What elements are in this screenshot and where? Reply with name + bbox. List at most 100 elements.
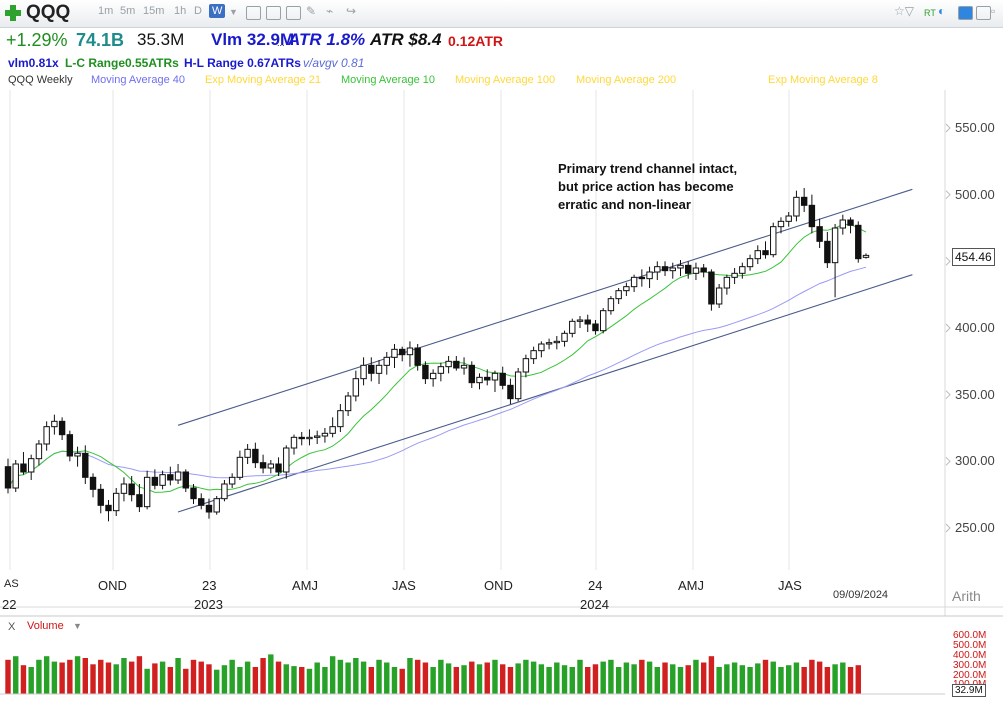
legend-ma100[interactable]: Moving Average 100: [455, 74, 556, 86]
candle-body: [800, 196, 808, 206]
volume-bar: [530, 661, 537, 694]
candle-body: [66, 434, 74, 457]
social-icon[interactable]: [958, 6, 973, 20]
candle-body: [368, 364, 375, 374]
candle-body: [352, 378, 360, 397]
scale-mode[interactable]: Arith: [952, 588, 981, 604]
legend-ma200[interactable]: Moving Average 200: [576, 74, 677, 86]
vol-axis-200: 200.0M: [953, 670, 987, 681]
candle-body: [35, 443, 43, 460]
candle-body: [221, 483, 228, 500]
candle-body: [484, 376, 491, 381]
volume-bar: [546, 667, 552, 694]
candle-body: [685, 264, 692, 274]
volume-bar: [585, 667, 591, 694]
candle-body: [321, 432, 329, 437]
change-percent: +1.29%: [6, 30, 68, 50]
volume-bar: [322, 667, 328, 694]
candle-body: [599, 310, 607, 332]
star-icon[interactable]: ☆▽: [894, 4, 914, 18]
y-tick-mark: [945, 456, 951, 466]
chart-type-icon[interactable]: [246, 6, 261, 20]
date-stamp: 09/09/2024: [833, 589, 889, 601]
volume-bar: [329, 656, 336, 694]
candle-body: [785, 215, 792, 222]
interval-dropdown-icon[interactable]: ▼: [229, 7, 238, 17]
legend-ma10[interactable]: Moving Average 10: [341, 74, 435, 86]
candle-body: [499, 372, 506, 386]
add-symbol-icon[interactable]: [4, 4, 22, 22]
legend-ema21[interactable]: Exp Moving Average 21: [205, 74, 321, 86]
legend-ma40[interactable]: Moving Average 40: [91, 74, 185, 86]
share-icon[interactable]: ↪: [346, 4, 357, 18]
volume-bar: [121, 658, 127, 694]
candle-body: [244, 448, 251, 458]
save-icon[interactable]: [976, 6, 991, 20]
compare-icon[interactable]: [286, 6, 301, 20]
volume-bar: [407, 658, 413, 694]
legend-ema8[interactable]: Exp Moving Average 8: [768, 74, 878, 86]
candle-body: [399, 348, 406, 356]
alert-icon[interactable]: ◐: [938, 4, 946, 18]
volume-bar: [523, 659, 529, 694]
volume-bar: [824, 667, 831, 694]
bar-style-icon[interactable]: [266, 6, 281, 20]
candle-body: [453, 360, 460, 369]
candle-body: [839, 219, 847, 229]
interval-weekly[interactable]: W: [209, 4, 226, 18]
candle-body: [391, 348, 398, 358]
rt-icon[interactable]: RT: [924, 8, 936, 18]
volume-bar: [755, 663, 761, 694]
market-cap: 74.1B: [76, 30, 125, 50]
draw-pencil-icon[interactable]: ✎: [306, 4, 317, 18]
volume-bar: [314, 662, 320, 694]
volume-bar: [391, 667, 398, 694]
candle-body: [638, 276, 646, 280]
volume-bar: [461, 665, 467, 694]
volume-bar: [229, 659, 235, 694]
volume-bar: [5, 659, 11, 694]
volume-bar: [639, 659, 645, 694]
volume-bar: [51, 661, 58, 694]
interval-1h[interactable]: 1h: [174, 5, 187, 17]
candle-body: [128, 483, 135, 496]
volume-bar: [561, 665, 568, 694]
candle-body: [476, 376, 483, 384]
x-label-23: 23: [202, 578, 217, 593]
candle-body: [213, 498, 220, 513]
symbol-input[interactable]: QQQ: [26, 2, 71, 23]
window-icon[interactable]: ▫: [991, 4, 996, 18]
volume-bar: [345, 662, 351, 694]
volume-bar: [793, 662, 800, 694]
volume-bar: [615, 667, 622, 694]
trend-annotation: Primary trend channel intact, but price …: [558, 161, 738, 212]
ma10-line: [7, 223, 867, 493]
volume-label[interactable]: Volume: [27, 620, 64, 632]
candle-body: [120, 483, 128, 494]
candle-body: [669, 267, 676, 272]
volume-bar: [670, 664, 676, 694]
interval-15m[interactable]: 15m: [143, 5, 165, 17]
volume-bar: [159, 661, 166, 694]
volume-bar: [13, 656, 19, 694]
volume-bar: [299, 667, 305, 694]
interval-daily[interactable]: D: [194, 5, 202, 17]
candle-body: [630, 276, 638, 288]
close-volume-icon[interactable]: X: [8, 621, 16, 633]
volume-bar: [268, 654, 274, 694]
candle-body: [27, 458, 35, 473]
volume-bar: [453, 667, 460, 694]
volume-dropdown-icon[interactable]: ▼: [73, 621, 82, 631]
candle-body: [136, 494, 143, 508]
candle-body: [824, 240, 831, 264]
volume-bar: [801, 667, 807, 694]
candle-body: [723, 276, 731, 289]
volume-bar: [98, 659, 104, 694]
vol-axis-400: 400.0M: [953, 650, 987, 661]
annotate-icon[interactable]: ⌁: [326, 4, 334, 18]
interval-5m[interactable]: 5m: [120, 5, 136, 17]
candle-body: [151, 476, 159, 486]
volume-bar: [368, 667, 375, 694]
interval-1m[interactable]: 1m: [98, 5, 114, 17]
